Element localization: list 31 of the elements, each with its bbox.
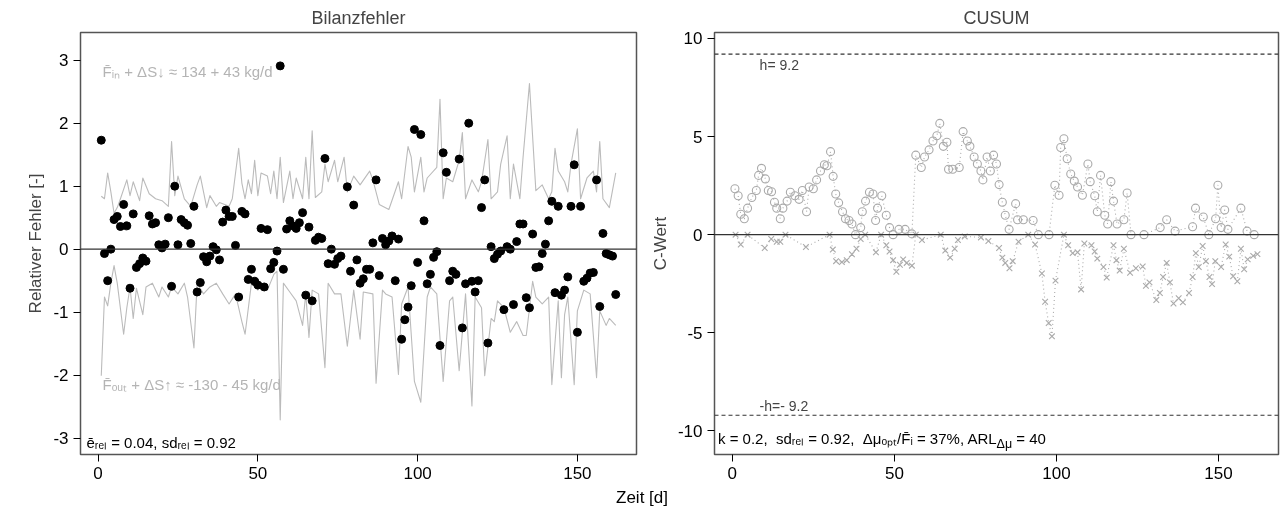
- y-tick-label: -10: [677, 421, 703, 441]
- y-tick-label: 3: [59, 51, 69, 71]
- annotation: F̄ᵢₙ + ΔS↓ ≈ 134 + 43 kg/d: [102, 62, 273, 80]
- y-tick-label: -5: [687, 323, 703, 343]
- line-series: [100, 264, 617, 421]
- x-tick-label: 0: [727, 463, 738, 483]
- y-axis-title: Relativer Fehler [-]: [26, 173, 46, 314]
- x-tick-label: 0: [93, 463, 103, 483]
- annotation: ēᵣₑₗ = 0.04, sdᵣₑₗ = 0.92: [86, 433, 236, 451]
- y-tick-label: -1: [53, 303, 69, 323]
- y-tick-label: 2: [59, 114, 69, 134]
- annotation: k = 0.2, sdᵣₑₗ = 0.92, Δμₒₚₜ/F̄ᵢ = 37%, ARL$_{Δμ}$ = 40: [718, 429, 1046, 453]
- ref-line-label: -h=- 9.2: [759, 398, 809, 415]
- y-tick-label: 0: [59, 240, 69, 260]
- y-tick-label: 10: [683, 29, 703, 49]
- x-tick-label: 100: [1042, 463, 1071, 483]
- y-tick-label: -2: [53, 366, 69, 386]
- chart-title: CUSUM: [963, 7, 1030, 28]
- x-tick-label: 50: [248, 463, 268, 483]
- y-axis-title: C-Wert: [650, 216, 670, 271]
- x-tick-label: 150: [563, 463, 592, 483]
- y-tick-label: 0: [693, 225, 703, 245]
- y-tick-label: 5: [693, 127, 703, 147]
- x-tick-label: 150: [1204, 463, 1233, 483]
- x-tick-label: 100: [403, 463, 432, 483]
- x-tick-label: 50: [884, 463, 904, 483]
- y-tick-label: -3: [53, 429, 69, 449]
- y-tick-label: 1: [59, 177, 69, 197]
- ref-line-label: h= 9.2: [759, 57, 800, 74]
- x-axis-title: Zeit [d]: [616, 487, 668, 509]
- chart-title: Bilanzfehler: [311, 7, 406, 28]
